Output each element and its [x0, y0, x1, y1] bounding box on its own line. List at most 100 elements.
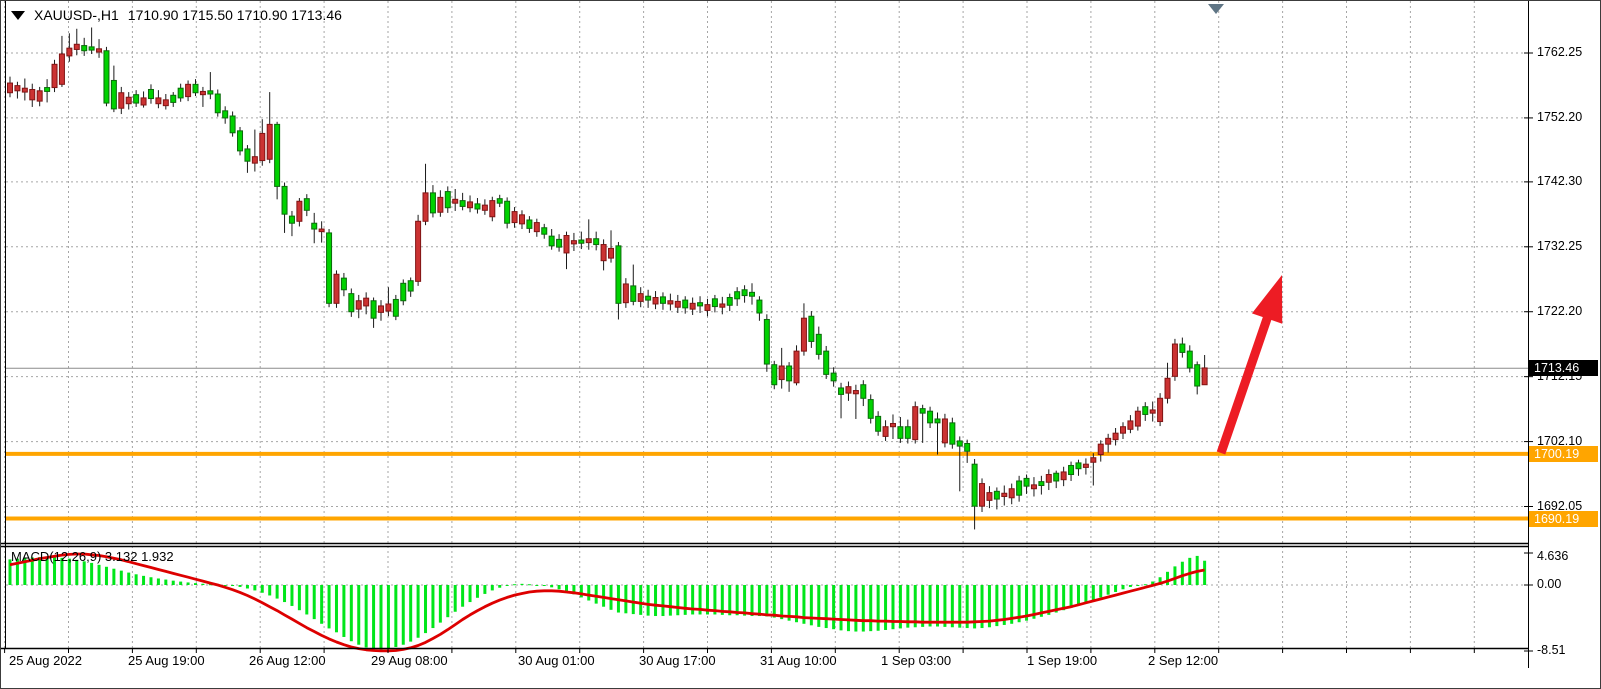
macd-histogram-bar [1032, 585, 1036, 619]
candle [808, 315, 815, 342]
macd-histogram-bar [364, 585, 368, 648]
macd-histogram-bar [1047, 585, 1051, 615]
time-tick-label: 25 Aug 2022 [9, 653, 83, 668]
macd-histogram-bar [424, 585, 428, 634]
macd-histogram-bar [312, 585, 316, 620]
macd-histogram-bar [305, 585, 309, 615]
time-tick-label: 25 Aug 19:00 [128, 653, 205, 668]
macd-histogram-bar [38, 557, 42, 585]
macd-histogram-bar [765, 585, 769, 617]
candle [756, 299, 763, 314]
macd-histogram-bar [624, 585, 628, 614]
candle [726, 297, 733, 306]
candle [541, 227, 548, 235]
candle [570, 240, 577, 245]
symbol-dropdown-icon[interactable] [11, 10, 25, 20]
macd-histogram-bar [520, 583, 524, 585]
macd-histogram-bar [171, 580, 175, 585]
macd-histogram-bar [1151, 581, 1155, 585]
candle [667, 300, 674, 305]
candle [296, 200, 303, 222]
grid-layer [4, 1, 1528, 649]
macd-histogram-bar [832, 585, 836, 630]
macd-histogram-bar [438, 585, 442, 623]
trend-arrow-shaft[interactable] [1216, 309, 1274, 455]
candle [993, 490, 1000, 500]
macd-histogram-bar [342, 585, 346, 637]
macd-histogram-bar [720, 585, 724, 615]
candle [608, 247, 615, 259]
candle [266, 123, 273, 160]
candle [556, 238, 563, 248]
candle [155, 97, 162, 105]
candle [229, 115, 236, 134]
macd-histogram-bar [839, 585, 843, 631]
candle [318, 228, 325, 233]
macd-histogram-bar [320, 585, 324, 624]
candle [96, 48, 103, 53]
candle [956, 440, 963, 447]
macd-histogram-bar [950, 585, 954, 628]
candle [415, 220, 422, 282]
trend-arrow-head[interactable] [1251, 275, 1283, 324]
candle [941, 418, 948, 444]
candle [585, 238, 592, 244]
time-tick-label: 26 Aug 12:00 [249, 653, 326, 668]
candle [1097, 443, 1104, 455]
candle [659, 296, 666, 304]
candle [118, 92, 125, 109]
candle [867, 399, 874, 419]
annotations-layer[interactable] [1208, 4, 1283, 455]
candle [875, 415, 882, 432]
candle [251, 156, 258, 164]
candle [237, 130, 244, 152]
candle [593, 238, 600, 246]
macd-histogram-bar [23, 557, 27, 585]
macd-histogram-bar [349, 585, 353, 642]
macd-tick-label: -8.51 [1537, 643, 1566, 657]
macd-histogram-bar [572, 585, 576, 595]
macd-histogram-bar [854, 585, 858, 632]
candle [1016, 480, 1023, 496]
candle [1194, 364, 1201, 387]
time-tick-label: 30 Aug 01:00 [518, 653, 595, 668]
macd-histogram-bar [357, 585, 361, 645]
macd-histogram-bar [156, 578, 160, 585]
macd-histogram-bar [119, 570, 123, 585]
macd-histogram-bar [1121, 585, 1125, 590]
macd-histogram-bar [60, 557, 64, 585]
macd-histogram-bar [297, 585, 301, 611]
candle [1053, 472, 1060, 482]
candle [207, 90, 214, 95]
macd-histogram-bar [104, 566, 108, 585]
candle [407, 280, 414, 292]
macd-histogram-bar [913, 585, 917, 628]
macd-histogram-bar [995, 585, 999, 627]
macd-histogram-bar [468, 585, 472, 603]
macd-histogram-bar [231, 585, 235, 586]
macd-histogram-bar [668, 585, 672, 616]
candle [845, 386, 852, 394]
macd-histogram-bar [587, 585, 591, 601]
candle [778, 365, 785, 381]
candle [214, 93, 221, 114]
macd-histogram-bar [1076, 585, 1080, 606]
price-tick-label: 1762.25 [1537, 45, 1583, 59]
macd-histogram-bar [1173, 566, 1177, 585]
macd-tick-label: 0.00 [1537, 577, 1562, 591]
candle [88, 46, 95, 51]
candle [800, 317, 807, 352]
macd-histogram-bar [943, 585, 947, 627]
macd-histogram-bar [772, 585, 776, 618]
macd-histogram-bar [334, 585, 338, 633]
support-level-lines[interactable] [6, 451, 1528, 521]
macd-histogram-bar [906, 585, 910, 628]
candle [838, 387, 845, 395]
candle [823, 350, 830, 375]
candle [1127, 420, 1134, 430]
candle [21, 87, 28, 93]
macd-histogram-bar [8, 559, 12, 585]
candle [429, 192, 436, 214]
candle [697, 302, 704, 307]
